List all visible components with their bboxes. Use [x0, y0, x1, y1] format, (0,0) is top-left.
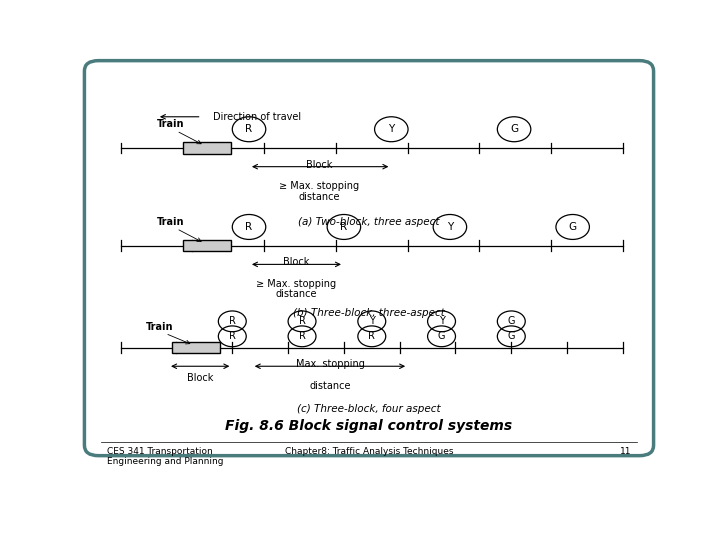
- Text: Block: Block: [305, 160, 332, 170]
- Text: R: R: [299, 316, 305, 326]
- FancyBboxPatch shape: [84, 60, 654, 456]
- Text: G: G: [510, 124, 518, 134]
- Text: (a) Two-block, three aspect: (a) Two-block, three aspect: [298, 217, 440, 227]
- Text: Y: Y: [388, 124, 395, 134]
- Text: ≥ Max. stopping: ≥ Max. stopping: [256, 279, 336, 289]
- Text: G: G: [569, 222, 577, 232]
- Text: distance: distance: [298, 192, 340, 201]
- Text: Direction of travel: Direction of travel: [213, 112, 301, 122]
- Text: Y: Y: [369, 316, 374, 326]
- Text: (c) Three-block, four aspect: (c) Three-block, four aspect: [297, 404, 441, 414]
- Text: Chapter8: Traffic Analysis Techniques: Chapter8: Traffic Analysis Techniques: [284, 447, 454, 456]
- Bar: [172, 342, 220, 353]
- Text: 11: 11: [620, 447, 631, 456]
- Text: CES 341 Transportation
Engineering and Planning: CES 341 Transportation Engineering and P…: [107, 447, 223, 466]
- Text: Fig. 8.6 Block signal control systems: Fig. 8.6 Block signal control systems: [225, 419, 513, 433]
- Text: R: R: [246, 222, 253, 232]
- Text: G: G: [438, 332, 445, 341]
- Text: Max. stopping: Max. stopping: [295, 359, 364, 369]
- Text: Block: Block: [283, 257, 310, 267]
- Text: R: R: [229, 316, 235, 326]
- Text: G: G: [508, 316, 515, 326]
- Bar: [184, 142, 231, 154]
- Text: R: R: [229, 332, 235, 341]
- Text: distance: distance: [309, 381, 351, 391]
- Text: Train: Train: [157, 119, 184, 129]
- Text: R: R: [369, 332, 375, 341]
- Text: (b) Three-block, three-aspect: (b) Three-block, three-aspect: [293, 308, 445, 318]
- Text: Block: Block: [186, 373, 213, 383]
- Text: Y: Y: [447, 222, 453, 232]
- Text: G: G: [508, 332, 515, 341]
- Text: ≥ Max. stopping: ≥ Max. stopping: [279, 181, 359, 191]
- Text: R: R: [246, 124, 253, 134]
- Text: Train: Train: [146, 322, 174, 332]
- Text: Train: Train: [157, 217, 184, 227]
- Text: distance: distance: [276, 289, 318, 299]
- Bar: [184, 240, 231, 252]
- Text: R: R: [299, 332, 305, 341]
- Text: Y: Y: [438, 316, 444, 326]
- Text: R: R: [341, 222, 348, 232]
